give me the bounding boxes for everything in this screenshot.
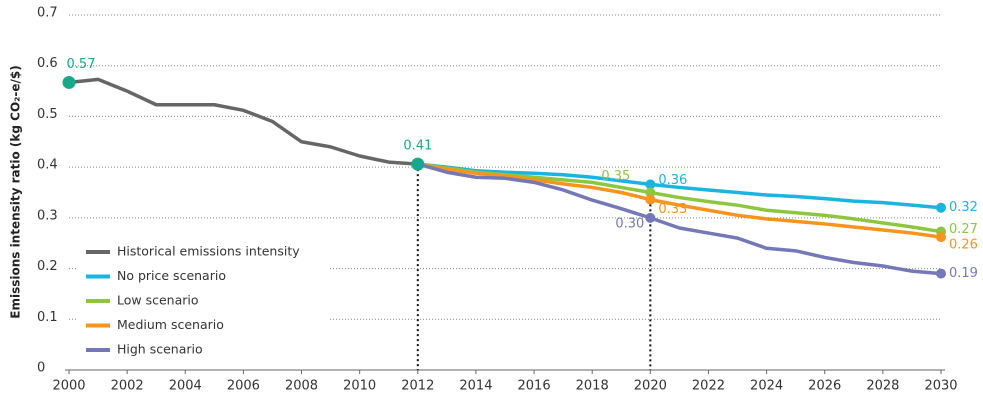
y-tick-label: 0.3	[37, 208, 58, 223]
y-tick-label: 0.1	[37, 310, 58, 325]
point	[936, 268, 946, 279]
x-tick-label: 2020	[634, 379, 667, 394]
x-tick-label: 2026	[808, 379, 841, 394]
data-label: 0.26	[949, 238, 978, 253]
x-tick-label: 2004	[169, 379, 202, 394]
x-tick-label: 2010	[343, 379, 376, 394]
x-tick-label: 2014	[459, 379, 492, 394]
x-tick-label: 2006	[227, 379, 260, 394]
legend-label: Historical emissions intensity	[117, 244, 300, 259]
data-label: 0.33	[658, 202, 687, 217]
y-tick-label: 0.6	[37, 56, 58, 71]
point	[936, 232, 946, 243]
legend-label: No price scenario	[117, 268, 226, 283]
data-label: 0.32	[949, 200, 978, 215]
data-label: 0.19	[949, 266, 978, 281]
y-tick-label: 0.5	[37, 107, 58, 122]
x-tick-label: 2000	[52, 379, 85, 394]
data-label: 0.41	[403, 139, 432, 154]
point	[62, 75, 76, 89]
legend-box	[78, 240, 328, 362]
data-label: 0.35	[601, 169, 630, 184]
y-axis-label: Emissions intensity ratio (kg CO₂-e/$)	[9, 65, 23, 319]
x-tick-label: 2002	[111, 379, 144, 394]
y-tick-label: 0.2	[37, 259, 58, 274]
data-label: 0.57	[67, 57, 96, 72]
point	[411, 157, 425, 171]
point	[645, 179, 656, 190]
legend-label: High scenario	[117, 342, 203, 357]
series-line	[417, 162, 942, 239]
point	[645, 187, 656, 198]
data-label: 0.36	[658, 173, 687, 188]
y-tick-label: 0.7	[37, 6, 58, 21]
series-line	[417, 162, 942, 210]
x-tick-label: 2008	[285, 379, 318, 394]
point	[645, 194, 656, 205]
y-tick-label: 0.4	[37, 158, 58, 173]
x-tick-label: 2022	[692, 379, 725, 394]
series-line	[417, 162, 942, 276]
x-tick-label: 2030	[924, 379, 957, 394]
x-tick-label: 2018	[576, 379, 609, 394]
y-tick-label: 0	[37, 361, 45, 376]
data-label: 0.30	[615, 216, 644, 231]
x-tick-label: 2028	[866, 379, 899, 394]
legend-label: Medium scenario	[117, 317, 224, 332]
point	[645, 212, 656, 223]
legend-label: Low scenario	[117, 293, 199, 308]
series-line	[68, 77, 418, 166]
x-tick-label: 2024	[750, 379, 783, 394]
x-tick-label: 2016	[518, 379, 551, 394]
point	[936, 202, 946, 213]
x-tick-label: 2012	[401, 379, 434, 394]
data-label: 0.27	[949, 222, 978, 237]
